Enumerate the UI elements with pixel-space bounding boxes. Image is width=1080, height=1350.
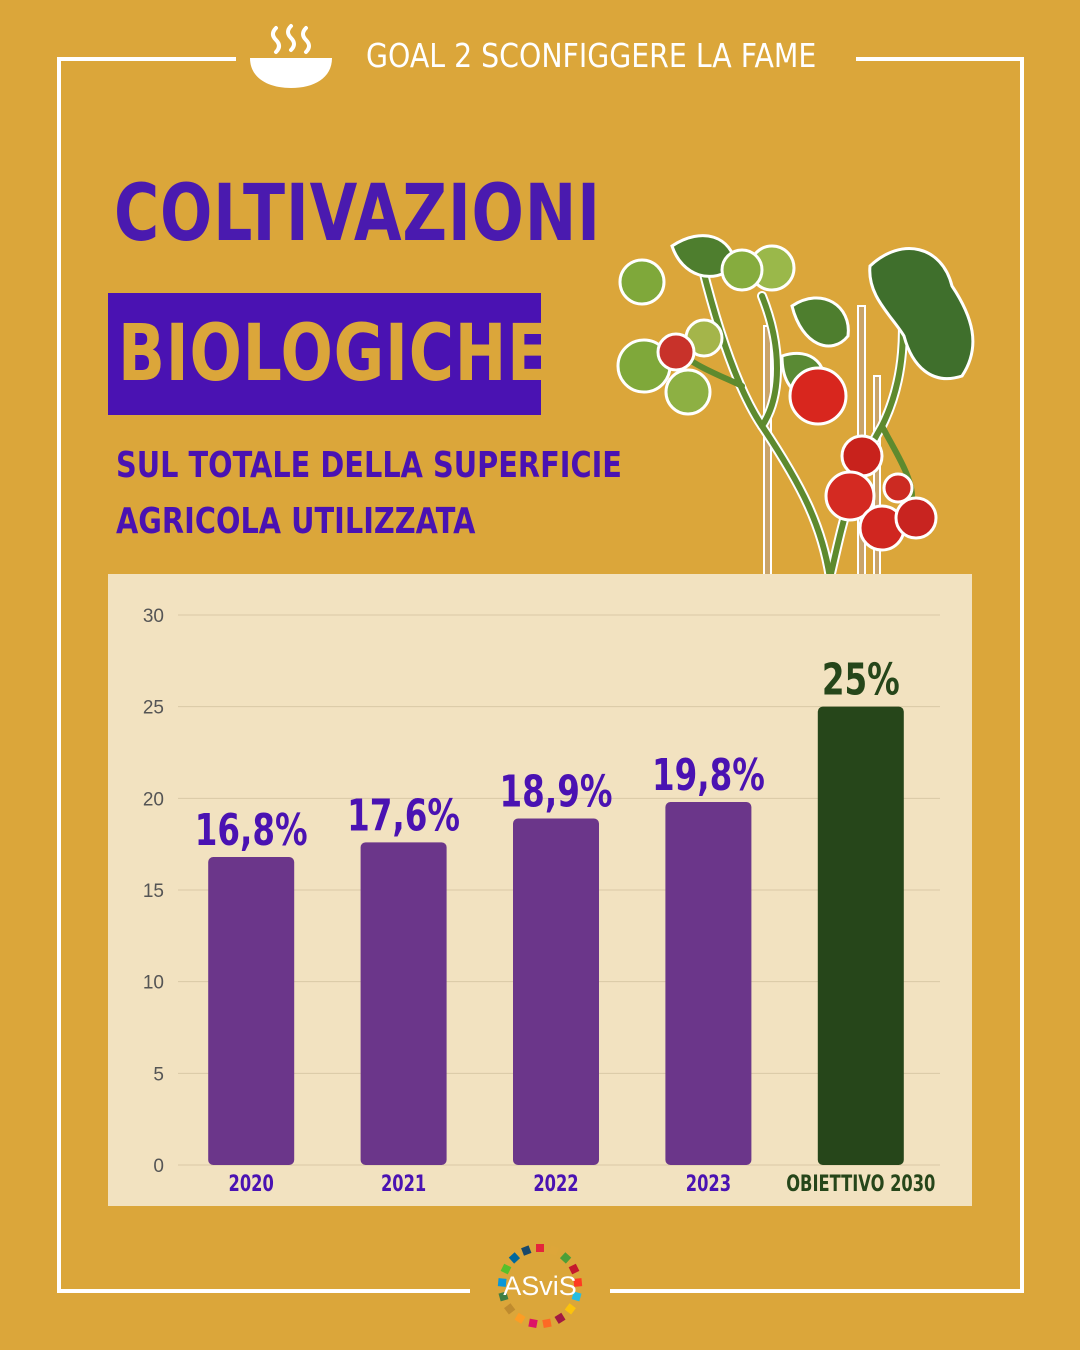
bowl-icon bbox=[250, 24, 332, 88]
data-label: 16,8% bbox=[195, 805, 308, 856]
x-tick-label: 2021 bbox=[381, 1171, 426, 1197]
y-tick-label: 10 bbox=[143, 973, 164, 994]
logo-ring-segment bbox=[573, 1278, 583, 1287]
frame-left bbox=[57, 57, 61, 1293]
logo-ring-segment bbox=[521, 1245, 532, 1256]
frame-bottom-left bbox=[58, 1289, 470, 1293]
bar bbox=[208, 857, 295, 1165]
logo-ring-segment bbox=[497, 1278, 507, 1287]
logo-ring-segment bbox=[504, 1303, 516, 1315]
logo-ring-segment bbox=[542, 1318, 552, 1329]
logo-ring-segment bbox=[528, 1318, 538, 1329]
bar bbox=[513, 818, 599, 1165]
x-tick-label: 2023 bbox=[686, 1171, 731, 1197]
frame-top-left bbox=[58, 57, 236, 61]
tomato-plant-icon bbox=[616, 234, 975, 578]
x-tick-label: OBIETTIVO 2030 bbox=[786, 1171, 935, 1197]
data-label: 17,6% bbox=[347, 791, 460, 842]
logo-text: ASviS bbox=[503, 1271, 577, 1301]
frame-right bbox=[1020, 57, 1024, 1293]
logo-ring-segment bbox=[498, 1291, 509, 1302]
y-tick-label: 30 bbox=[143, 606, 164, 627]
data-label: 25% bbox=[822, 655, 900, 706]
logo-ring-segment bbox=[548, 1245, 559, 1256]
asvis-logo: ASviS bbox=[497, 1244, 583, 1329]
logo-ring-segment bbox=[500, 1263, 512, 1275]
bar bbox=[817, 706, 904, 1165]
y-tick-label: 25 bbox=[143, 698, 164, 719]
logo-ring-segment bbox=[568, 1263, 580, 1275]
bar bbox=[665, 802, 752, 1165]
logo-ring-segment bbox=[571, 1291, 582, 1302]
logo-ring-segment bbox=[508, 1252, 521, 1264]
goal-label: GOAL 2 SCONFIGGERE LA FAME bbox=[366, 36, 817, 75]
logo-ring-segment bbox=[564, 1303, 576, 1315]
data-label: 18,9% bbox=[500, 767, 613, 818]
logo-ring-segment bbox=[559, 1252, 572, 1264]
x-tick-label: 2020 bbox=[229, 1171, 274, 1197]
chart-panel: 0 5 10 15 20 25 30 16,8% 2020 17,6% 2021 18,9% 2022 1… bbox=[108, 574, 972, 1206]
x-tick-label: 2022 bbox=[533, 1171, 578, 1197]
title-line-2: BIOLOGICHE bbox=[118, 309, 551, 399]
frame-top-right bbox=[856, 57, 1024, 61]
logo-ring-segment bbox=[514, 1312, 526, 1324]
y-tick-label: 20 bbox=[143, 789, 164, 810]
title-highlight-box bbox=[108, 293, 541, 415]
bar-chart: 0 5 10 15 20 25 30 16,8% 2020 17,6% 2021 18,9% 2022 1… bbox=[143, 606, 940, 1197]
logo-ring-segment bbox=[536, 1244, 544, 1252]
subtitle-line-1: SUL TOTALE DELLA SUPERFICIE bbox=[116, 445, 622, 486]
title-line-1: COLTIVAZIONI bbox=[114, 169, 601, 259]
logo-ring-segment bbox=[554, 1312, 566, 1324]
y-tick-label: 15 bbox=[143, 881, 164, 902]
frame-bottom-right bbox=[610, 1289, 1024, 1293]
bar bbox=[360, 842, 447, 1165]
subtitle-line-2: AGRICOLA UTILIZZATA bbox=[116, 501, 476, 542]
data-label: 19,8% bbox=[652, 750, 765, 801]
y-tick-label: 0 bbox=[153, 1156, 164, 1177]
y-tick-label: 5 bbox=[153, 1064, 164, 1085]
